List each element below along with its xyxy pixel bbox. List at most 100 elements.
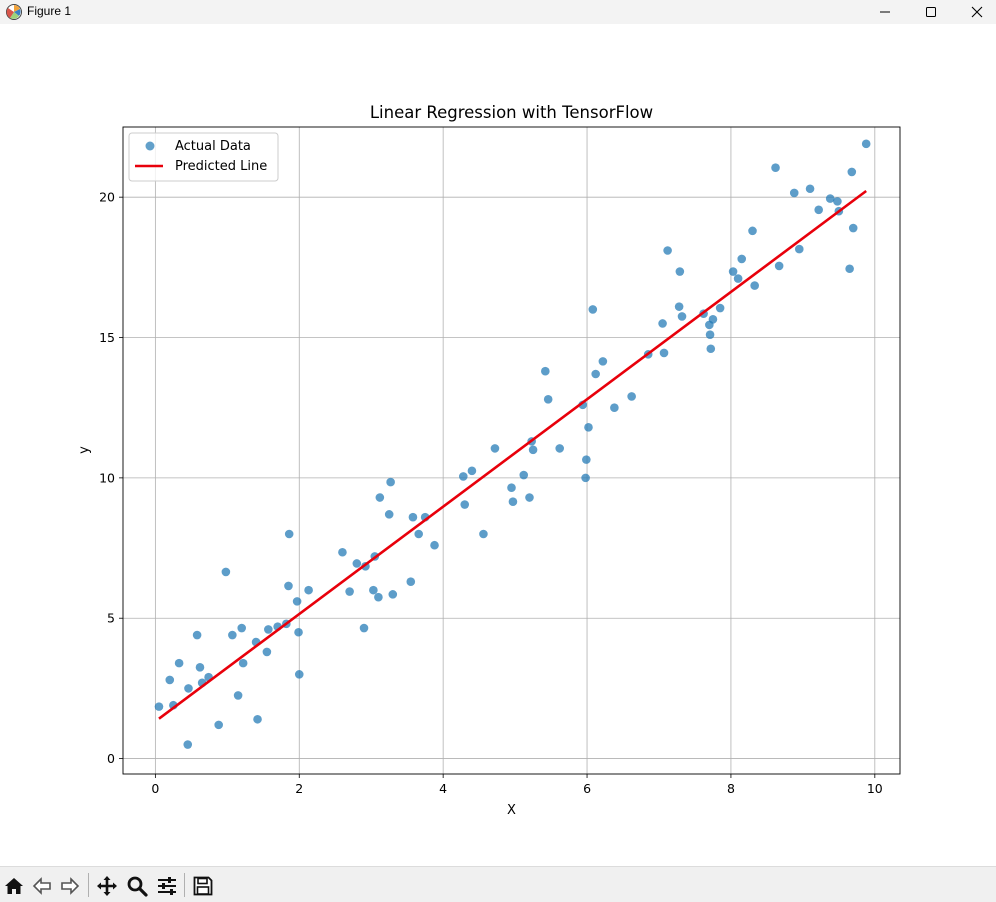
minimize-button[interactable]: [862, 0, 908, 24]
forward-button[interactable]: [57, 873, 83, 899]
y-tick-label: 0: [107, 751, 115, 766]
data-point: [825, 194, 835, 203]
data-point: [338, 547, 347, 557]
x-tick-label: 10: [867, 781, 883, 796]
data-point: [292, 597, 302, 606]
x-axis: 0 2 4 6 8 10: [151, 774, 883, 796]
axes-frame: [122, 126, 901, 775]
home-icon: [5, 878, 23, 894]
maximize-button[interactable]: [908, 0, 954, 24]
legend-frame: [128, 132, 279, 182]
data-point: [805, 184, 815, 194]
window-title: Figure 1: [27, 4, 72, 18]
data-point: [304, 585, 313, 595]
x-tick-label: 6: [583, 781, 591, 796]
data-point: [408, 512, 418, 522]
data-point: [771, 163, 780, 173]
x-axis-label: X: [507, 803, 516, 818]
zoom-icon: [127, 876, 148, 897]
data-point: [774, 261, 784, 271]
data-point: [519, 470, 529, 480]
title-bar: Figure 1: [0, 0, 996, 24]
data-point: [674, 302, 684, 311]
close-button[interactable]: [954, 0, 996, 24]
data-point: [479, 529, 488, 539]
figure-canvas[interactable]: 0 2 4 6 8 10 0 5 10 15 20 Linear Regression with …: [0, 24, 996, 866]
data-point: [184, 684, 193, 693]
data-point: [345, 587, 354, 596]
data-point: [237, 623, 247, 633]
data-point: [294, 627, 303, 637]
data-point: [659, 348, 669, 358]
data-point: [183, 740, 193, 749]
close-icon: [971, 6, 983, 18]
data-point: [541, 366, 550, 376]
data-point: [374, 592, 383, 602]
data-point: [658, 319, 667, 328]
x-tick-label: 2: [295, 781, 303, 796]
legend-marker-actual-data: [145, 141, 155, 151]
data-point: [154, 702, 164, 711]
legend-label-predicted-line: Predicted Line: [175, 159, 267, 174]
data-point: [728, 267, 738, 276]
data-point: [386, 477, 395, 487]
data-point: [384, 510, 394, 519]
data-point: [508, 497, 518, 507]
back-icon: [32, 877, 51, 895]
save-button[interactable]: [190, 873, 216, 899]
pan-button[interactable]: [94, 873, 120, 899]
data-point: [458, 472, 468, 481]
pan-icon: [97, 876, 117, 896]
configure-subplots-button[interactable]: [154, 873, 180, 899]
data-point: [543, 394, 553, 404]
y-axis: 0 5 10 15 20: [99, 190, 123, 766]
minimize-icon: [880, 11, 890, 13]
data-point: [192, 630, 202, 640]
data-point: [705, 330, 715, 340]
predicted-line: [158, 189, 867, 720]
legend: Actual Data Predicted Line: [128, 132, 279, 182]
data-point: [706, 344, 716, 354]
data-point: [264, 625, 273, 634]
x-tick-label: 0: [151, 781, 159, 796]
data-point: [195, 663, 205, 672]
data-point: [460, 500, 470, 509]
matplotlib-logo-icon: [6, 4, 22, 20]
data-point: [833, 197, 842, 206]
toolbar-separator: [184, 873, 185, 897]
data-point: [369, 585, 378, 595]
data-point: [715, 303, 725, 313]
forward-icon: [61, 877, 80, 895]
grid: [123, 127, 900, 774]
scatter-series: [154, 139, 871, 749]
data-point: [467, 466, 477, 476]
data-point: [430, 540, 439, 550]
x-tick-label: 8: [727, 781, 735, 796]
back-button[interactable]: [29, 873, 55, 899]
data-point: [581, 473, 590, 483]
data-point: [794, 244, 804, 254]
data-point: [525, 493, 534, 502]
data-point: [352, 559, 362, 568]
data-point: [414, 529, 423, 539]
y-axis-label: y: [77, 446, 92, 454]
save-icon: [193, 876, 213, 896]
data-point: [708, 314, 718, 324]
data-point: [388, 590, 398, 599]
data-point: [748, 226, 757, 236]
data-point: [598, 357, 608, 366]
chart-title: Linear Regression with TensorFlow: [370, 103, 653, 122]
data-point: [490, 444, 500, 453]
data-point: [284, 529, 294, 539]
data-point: [588, 305, 598, 314]
data-point: [262, 647, 272, 657]
data-point: [750, 281, 759, 290]
legend-label-actual-data: Actual Data: [175, 139, 251, 154]
home-button[interactable]: [1, 873, 27, 899]
data-point: [253, 714, 262, 724]
zoom-button[interactable]: [124, 873, 150, 899]
data-point: [507, 483, 516, 492]
configure-subplots-icon: [158, 877, 176, 895]
y-tick-label: 5: [107, 611, 115, 626]
data-point: [555, 444, 565, 453]
